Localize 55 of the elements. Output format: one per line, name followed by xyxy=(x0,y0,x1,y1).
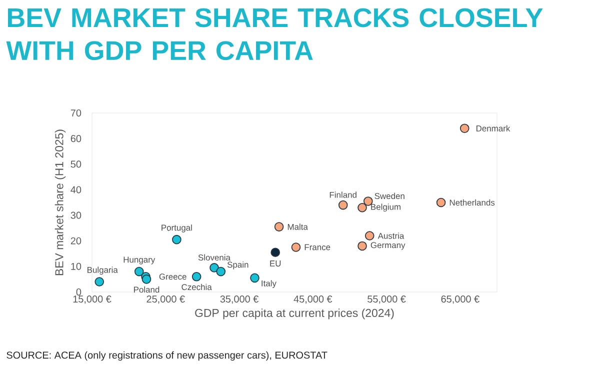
x-tick-label: 55,000 € xyxy=(368,296,406,304)
x-tick-label: 35,000 € xyxy=(220,296,259,304)
source-note: SOURCE: ACEA (only registrations of new passenger cars), EUROSTAT xyxy=(6,351,328,361)
annotation: Czechia xyxy=(182,284,212,290)
annotation: Greece xyxy=(159,274,186,280)
annotation: Slovenia xyxy=(198,254,230,260)
annotation: Finland xyxy=(330,192,356,198)
x-axis-title: GDP per capita at current prices (2024) xyxy=(195,308,394,320)
y-tick-label: 20 xyxy=(70,237,82,244)
point xyxy=(134,266,144,276)
point xyxy=(358,202,367,212)
y-tick-label: 60 xyxy=(70,135,82,142)
y-axis-title: BEV market share (H1 2025) xyxy=(54,130,66,276)
point xyxy=(436,198,446,208)
annotation: Belgium xyxy=(371,204,400,212)
annotation: Netherlands xyxy=(450,199,495,206)
annotation: Austria xyxy=(378,232,404,239)
point xyxy=(210,263,219,272)
x-tick-label: 45,000 € xyxy=(294,296,332,304)
y-tick-label: 70 xyxy=(70,109,82,117)
annotation: Sweden xyxy=(374,192,404,200)
point xyxy=(363,196,373,206)
point xyxy=(274,222,284,232)
annotation: Germany xyxy=(370,242,406,250)
x-tick-label: 65,000 € xyxy=(441,296,480,304)
point xyxy=(216,266,226,276)
point xyxy=(94,277,104,286)
annotation: Malta xyxy=(288,224,308,230)
point xyxy=(338,200,348,210)
annotation: Denmark xyxy=(476,125,510,132)
annotation: Portugal xyxy=(162,224,192,232)
y-tick-label: 0 xyxy=(76,288,82,296)
point xyxy=(270,248,280,258)
annotation: Bulgaria xyxy=(88,266,118,275)
y-tick-label: 50 xyxy=(70,160,82,168)
point xyxy=(460,124,470,133)
chart-title: BEV MARKET SHARE TRACKS CLOSELY WITH GDP PER CAPITA xyxy=(6,8,543,60)
x-tick-label: 25,000 € xyxy=(146,296,185,304)
point xyxy=(250,273,260,283)
annotation: EU xyxy=(270,260,281,266)
point xyxy=(358,241,367,251)
point xyxy=(364,231,374,240)
annotation: Poland xyxy=(134,286,160,293)
annotation: Hungary xyxy=(124,256,156,264)
point xyxy=(291,242,301,252)
point xyxy=(142,274,152,284)
annotation: France xyxy=(304,244,330,250)
x-tick-label: 15,000 € xyxy=(73,296,112,304)
annotation: Spain xyxy=(227,261,248,270)
y-tick-label: 40 xyxy=(70,186,82,194)
point xyxy=(172,234,182,244)
annotation: Italy xyxy=(262,280,276,288)
point xyxy=(192,272,202,282)
y-tick-label: 10 xyxy=(71,262,82,270)
y-tick-label: 30 xyxy=(70,212,82,219)
